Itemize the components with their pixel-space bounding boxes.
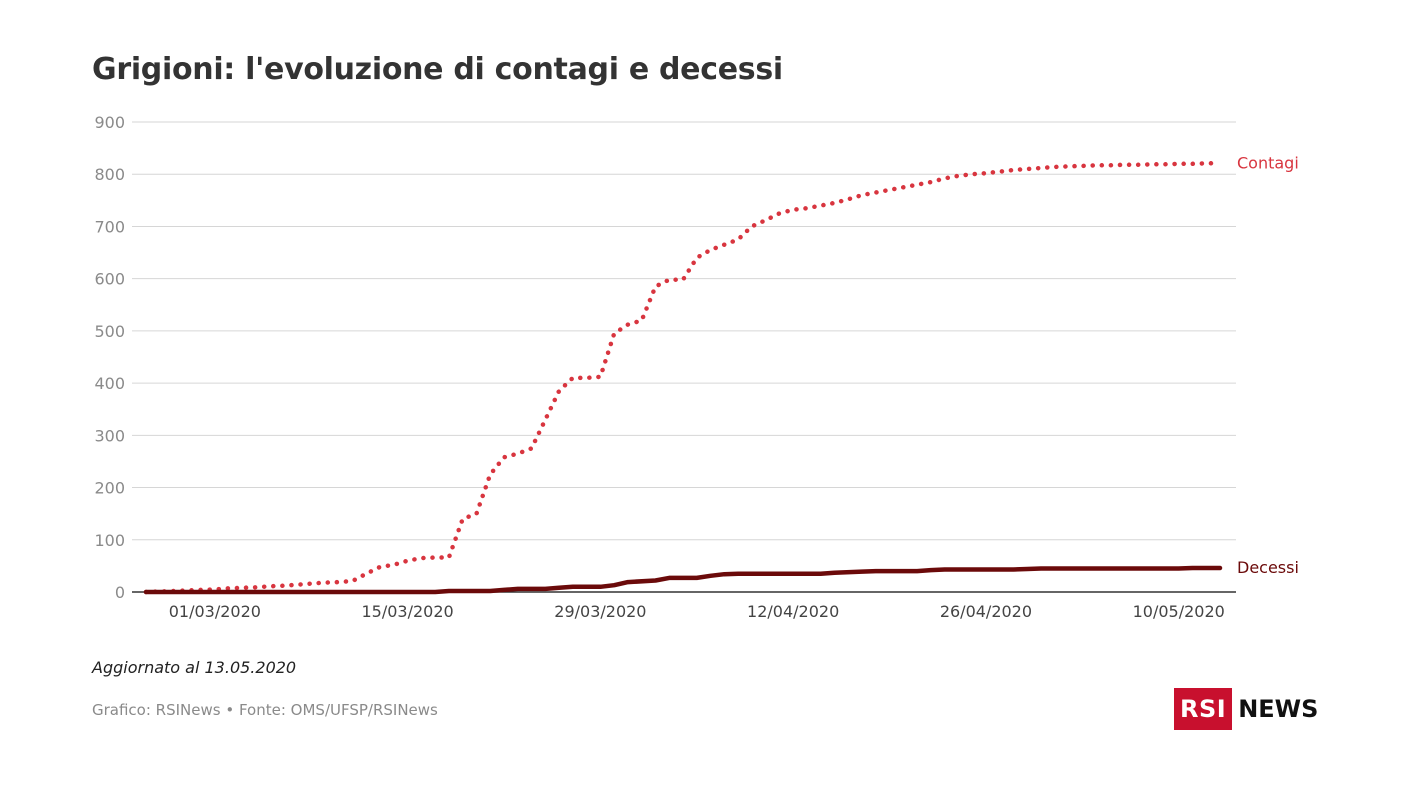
update-note: Aggiornato al 13.05.2020: [92, 658, 297, 677]
y-tick-label: 800: [94, 165, 125, 184]
y-tick-label: 700: [94, 217, 125, 236]
y-tick-label: 400: [94, 374, 125, 393]
x-tick-label: 12/04/2020: [747, 602, 839, 621]
y-tick-label: 500: [94, 322, 125, 341]
rsi-news-logo: RSI NEWS: [1174, 688, 1318, 730]
series-labels: Contagi Decessi: [1237, 153, 1299, 577]
series-layer: [143, 161, 1223, 595]
y-tick-label: 300: [94, 426, 125, 445]
series-line-decessi: [143, 565, 1223, 595]
y-tick-label: 0: [115, 583, 125, 602]
y-axis-labels: 0 100 200 300 400 500 600 700 800 900: [94, 113, 125, 602]
logo-text: NEWS: [1238, 695, 1319, 723]
source-note: Grafico: RSINews • Fonte: OMS/UFSP/RSINe…: [92, 701, 438, 719]
y-tick-label: 200: [94, 479, 125, 498]
series-label-contagi: Contagi: [1237, 153, 1299, 172]
x-tick-label: 10/05/2020: [1133, 602, 1225, 621]
grid-lines: [132, 121, 1236, 593]
x-tick-label: 26/04/2020: [940, 602, 1032, 621]
series-label-decessi: Decessi: [1237, 558, 1299, 577]
x-tick-label: 01/03/2020: [169, 602, 261, 621]
series-line-contagi: [143, 161, 1223, 595]
x-tick-label: 15/03/2020: [362, 602, 454, 621]
y-tick-label: 900: [94, 113, 125, 132]
chart-title: Grigioni: l'evoluzione di contagi e dece…: [92, 52, 783, 87]
x-axis: 01/03/2020 15/03/2020 29/03/2020 12/04/2020…: [169, 602, 1225, 621]
logo-mark: RSI: [1174, 688, 1233, 730]
x-tick-label: 29/03/2020: [554, 602, 646, 621]
y-tick-label: 100: [94, 531, 125, 550]
y-tick-label: 600: [94, 270, 125, 289]
